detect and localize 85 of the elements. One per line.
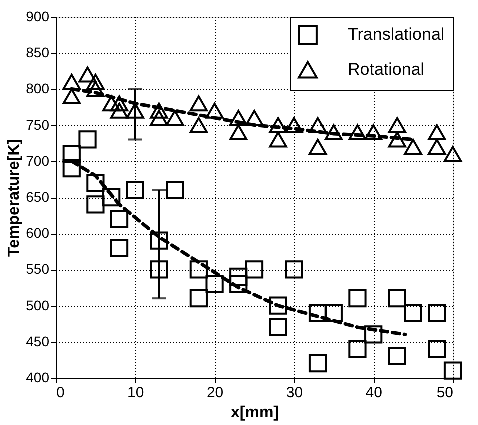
point [269, 117, 288, 134]
x-axis-title: x[mm] [230, 404, 280, 422]
point [428, 124, 446, 140]
x-tick-label: 0 [56, 384, 65, 402]
point [102, 188, 121, 207]
point [308, 138, 328, 155]
point [364, 124, 383, 140]
point [245, 110, 264, 126]
point [428, 340, 446, 358]
x-tick-label: 50 [436, 384, 454, 402]
point [102, 96, 121, 112]
legend-label: Rotational [348, 60, 425, 79]
point [269, 132, 288, 148]
point [348, 124, 367, 140]
point [110, 238, 129, 258]
point [190, 260, 208, 279]
point [348, 340, 367, 358]
x-tick-label: 40 [366, 384, 382, 402]
point [86, 81, 105, 98]
point [86, 196, 105, 214]
point [206, 275, 224, 294]
point [190, 290, 208, 308]
point [308, 304, 328, 322]
point [388, 347, 406, 366]
point [110, 210, 129, 228]
y-tick-label: 400 [26, 370, 50, 386]
point [78, 66, 97, 83]
point [444, 146, 462, 162]
point [86, 74, 105, 90]
point [190, 117, 208, 134]
point [230, 110, 248, 126]
y-tick-label: 750 [26, 116, 50, 133]
y-tick-label: 600 [26, 225, 50, 242]
point [444, 362, 462, 380]
point [62, 160, 81, 178]
x-tick-label: 20 [206, 384, 224, 402]
point [166, 181, 184, 200]
point [150, 102, 168, 119]
point [308, 117, 328, 134]
point [348, 290, 367, 308]
point [308, 354, 328, 373]
point [285, 260, 304, 279]
point [150, 110, 168, 126]
point [230, 268, 248, 286]
point [150, 260, 168, 279]
y-tick-label: 450 [26, 333, 50, 350]
point [324, 124, 343, 140]
y-tick-label: 650 [26, 189, 50, 205]
point [62, 74, 81, 90]
y-tick-label: 800 [26, 80, 50, 97]
point [269, 318, 288, 337]
point [126, 181, 144, 200]
point [404, 304, 422, 322]
x-tick-label: 10 [128, 384, 144, 402]
point [428, 138, 446, 155]
point [230, 124, 248, 140]
point [78, 130, 97, 149]
x-tick-label: 30 [286, 384, 304, 402]
point [388, 290, 406, 308]
point [110, 102, 129, 119]
point [245, 260, 264, 279]
point [62, 88, 81, 104]
point [269, 296, 288, 315]
point [150, 232, 168, 250]
point [166, 110, 184, 126]
legend-label: Translational [348, 25, 445, 44]
point [324, 304, 343, 322]
point [86, 174, 105, 192]
point [364, 326, 383, 344]
y-tick-label: 900 [26, 8, 50, 24]
point [388, 132, 406, 148]
point [206, 102, 224, 119]
point [388, 117, 406, 134]
y-tick-label: 500 [26, 297, 50, 314]
y-tick-label: 550 [26, 261, 50, 278]
point [62, 145, 81, 164]
point [428, 304, 446, 322]
point [404, 138, 422, 155]
y-axis-title: Temperature[K] [6, 139, 24, 257]
y-tick-label: 700 [26, 152, 50, 169]
point [190, 96, 208, 112]
point [110, 96, 129, 112]
y-tick-label: 850 [26, 44, 50, 61]
point [230, 275, 248, 294]
point [285, 117, 304, 134]
